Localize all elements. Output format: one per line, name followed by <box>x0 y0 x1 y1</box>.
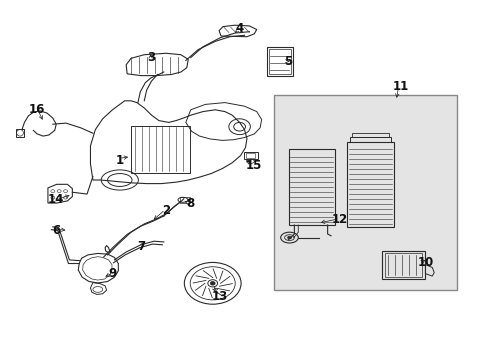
Bar <box>288 149 334 225</box>
Text: 3: 3 <box>147 51 155 64</box>
Text: 9: 9 <box>108 267 116 280</box>
Text: 1: 1 <box>116 154 123 167</box>
Bar <box>349 137 390 142</box>
Text: 15: 15 <box>245 159 262 172</box>
Text: 13: 13 <box>211 291 228 303</box>
Bar <box>273 95 456 290</box>
Text: 2: 2 <box>162 204 170 217</box>
Bar <box>346 142 393 227</box>
Ellipse shape <box>287 236 291 239</box>
Bar <box>131 126 189 173</box>
Bar <box>385 253 422 277</box>
Text: 4: 4 <box>235 22 243 35</box>
Bar <box>351 133 388 137</box>
Ellipse shape <box>210 282 215 285</box>
Text: 6: 6 <box>52 224 60 237</box>
Text: 14: 14 <box>48 193 64 206</box>
Text: 16: 16 <box>28 103 45 116</box>
Text: 10: 10 <box>416 256 433 269</box>
Text: 7: 7 <box>138 240 145 253</box>
Bar <box>246 153 255 158</box>
Bar <box>180 197 189 203</box>
Bar <box>266 47 293 76</box>
Text: 11: 11 <box>392 80 408 93</box>
Text: 12: 12 <box>331 213 347 226</box>
Text: 5: 5 <box>284 55 292 68</box>
Text: 8: 8 <box>186 197 194 210</box>
Bar <box>16 129 24 137</box>
Bar <box>382 251 425 279</box>
Bar <box>244 152 258 159</box>
Bar <box>268 49 290 74</box>
